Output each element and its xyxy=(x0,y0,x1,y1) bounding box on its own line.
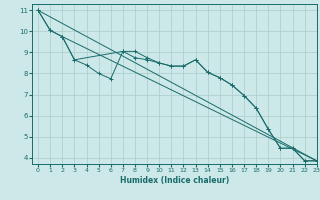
X-axis label: Humidex (Indice chaleur): Humidex (Indice chaleur) xyxy=(120,176,229,185)
